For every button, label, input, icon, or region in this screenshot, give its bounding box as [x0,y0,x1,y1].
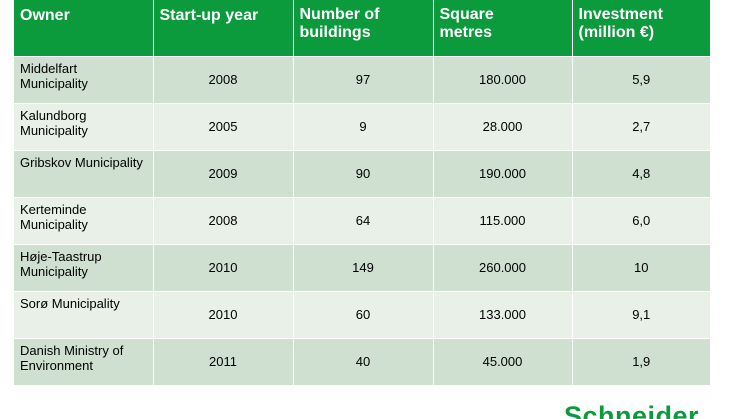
cell-year: 2005 [152,102,293,150]
cell-buildings: 64 [292,196,433,244]
cell-buildings: 9 [292,102,433,150]
header-number-of-buildings: Number of buildings [292,0,433,56]
cell-investment: 4,8 [571,149,710,197]
header-owner: Owner [14,0,153,56]
cell-buildings: 97 [292,55,433,103]
cell-investment: 2,7 [571,102,710,150]
header-sqm-line1: Square [439,5,494,23]
cell-buildings: 149 [292,243,433,291]
cell-owner: Gribskov Municipality [14,149,153,197]
header-owner-label: Owner [20,6,70,24]
cell-investment: 1,9 [571,337,710,385]
cell-investment: 10 [571,243,710,291]
cell-year: 2011 [152,337,293,385]
header-startup-year: Start-up year [152,0,293,56]
cell-year: 2008 [152,55,293,103]
header-buildings-line2: buildings [299,23,371,41]
table-header: Owner Start-up year Number of buildings … [14,0,710,56]
header-square-metres: Square metres [432,0,572,56]
table-row: Danish Ministry of Environment 2011 40 4… [14,337,710,385]
cell-owner: Danish Ministry of Environment [14,337,153,385]
table-body: Middelfart Municipality 2008 97 180.000 … [14,55,710,385]
cell-square-metres: 180.000 [432,55,572,103]
table-row: Høje-Taastrup Municipality 2010 149 260.… [14,243,710,291]
cell-square-metres: 115.000 [432,196,572,244]
table-row: Sorø Municipality 2010 60 133.000 9,1 [14,290,710,338]
cell-buildings: 90 [292,149,433,197]
cell-investment: 5,9 [571,55,710,103]
cell-square-metres: 28.000 [432,102,572,150]
table-row: Kerteminde Municipality 2008 64 115.000 … [14,196,710,244]
cell-year: 2008 [152,196,293,244]
table-row: Middelfart Municipality 2008 97 180.000 … [14,55,710,103]
header-row: Owner Start-up year Number of buildings … [14,0,710,56]
cell-owner: Sorø Municipality [14,290,153,338]
header-startup-year-label: Start-up year [159,6,259,24]
cell-square-metres: 190.000 [432,149,572,197]
cell-owner: Høje-Taastrup Municipality [14,243,153,291]
cell-year: 2010 [152,290,293,338]
cell-owner: Kerteminde Municipality [14,196,153,244]
header-investment-line1: Investment [578,5,663,23]
header-investment-line2: (million €) [578,23,655,41]
cell-square-metres: 260.000 [432,243,572,291]
schneider-logo: Schneider [564,401,700,419]
header-sqm-line2: metres [439,23,492,41]
cell-square-metres: 45.000 [432,337,572,385]
cell-owner: Kalundborg Municipality [14,102,153,150]
cell-investment: 6,0 [571,196,710,244]
cell-buildings: 40 [292,337,433,385]
cell-year: 2009 [152,149,293,197]
table-row: Kalundborg Municipality 2005 9 28.000 2,… [14,102,710,150]
header-investment: Investment (million €) [571,0,710,56]
cell-investment: 9,1 [571,290,710,338]
header-buildings-line1: Number of [299,5,380,23]
cell-square-metres: 133.000 [432,290,572,338]
table-row: Gribskov Municipality 2009 90 190.000 4,… [14,149,710,197]
energy-projects-table: Owner Start-up year Number of buildings … [14,0,710,385]
cell-year: 2010 [152,243,293,291]
cell-owner: Middelfart Municipality [14,55,153,103]
cell-buildings: 60 [292,290,433,338]
